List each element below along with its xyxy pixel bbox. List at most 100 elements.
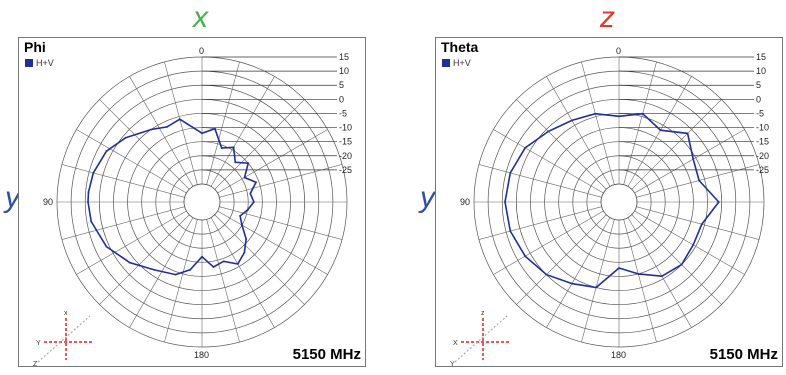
- data-point: [595, 286, 597, 289]
- data-point: [128, 261, 131, 264]
- data-point: [201, 132, 203, 135]
- grid-spoke: [478, 164, 602, 198]
- orient-label-down: Y: [450, 361, 455, 366]
- data-point: [547, 130, 550, 133]
- data-point: [700, 223, 703, 226]
- data-point: [618, 267, 620, 269]
- data-point: [105, 245, 108, 248]
- frequency-label: 5150 MHz: [709, 346, 778, 363]
- series-line-h-v: [504, 112, 720, 289]
- angle-label-left: 90: [43, 197, 53, 207]
- radial-tick-label: -25: [339, 165, 352, 175]
- orient-label-left: Y: [36, 340, 41, 347]
- data-point: [571, 282, 573, 285]
- grid-spoke: [206, 61, 240, 185]
- phi-polar-chart: 15 10 5 0 -5 -10 -15 -20 -25 0 90 180 x Y Z: [33, 46, 352, 366]
- grid-spoke: [581, 219, 615, 343]
- grid-spoke: [129, 217, 194, 328]
- grid-spoke: [214, 99, 305, 190]
- radial-tick-label: 0: [339, 94, 344, 104]
- grid-spoke: [164, 219, 198, 343]
- phi-polar-panel: 15 10 5 0 -5 -10 -15 -20 -25 0 90 180 x Y Z Phi H+V 51…: [18, 37, 366, 367]
- data-point: [124, 136, 127, 139]
- grid-spoke: [219, 206, 343, 240]
- angle-label-bottom: 180: [194, 350, 209, 360]
- grid-spoke: [634, 129, 745, 194]
- legend: H+V: [25, 58, 54, 68]
- grid-spoke: [61, 164, 185, 198]
- radial-tick-label: -5: [339, 108, 347, 118]
- radial-tick-label: -5: [756, 108, 764, 118]
- data-point: [189, 268, 192, 271]
- frequency-label: 5150 MHz: [292, 346, 361, 363]
- legend-label: H+V: [453, 58, 471, 68]
- grid-spoke: [516, 214, 607, 305]
- data-point: [637, 273, 640, 275]
- data-point: [641, 112, 644, 115]
- data-point: [680, 263, 683, 266]
- data-point: [92, 172, 95, 174]
- data-point: [214, 127, 216, 130]
- grid-spoke: [129, 76, 194, 187]
- data-point: [234, 161, 237, 164]
- orient-label-down: Z: [33, 361, 38, 366]
- radial-tick-label: -15: [339, 137, 352, 147]
- data-point: [241, 224, 243, 227]
- grid-spoke: [627, 76, 692, 187]
- radial-tick-label: -15: [756, 137, 769, 147]
- grid-spoke: [634, 210, 745, 275]
- data-point: [571, 119, 573, 122]
- grid-spoke: [631, 214, 722, 305]
- data-point: [150, 128, 153, 131]
- data-point: [243, 251, 246, 254]
- grid-spoke: [214, 214, 305, 305]
- data-point: [253, 201, 255, 203]
- grid-spoke: [76, 210, 187, 275]
- radial-tick-label: 0: [756, 94, 761, 104]
- grid-spoke: [206, 219, 240, 343]
- orientation-axes: x Y Z: [33, 310, 92, 366]
- data-point: [255, 181, 257, 184]
- data-point: [212, 266, 215, 268]
- series-line-h-v: [87, 118, 258, 276]
- orient-axis-diagonal: [454, 315, 508, 363]
- grid-spoke: [493, 129, 604, 194]
- data-point: [87, 201, 89, 203]
- data-point: [504, 201, 506, 203]
- data-point: [178, 118, 181, 121]
- radial-tick-label: 5: [756, 80, 761, 90]
- grid-spoke: [546, 76, 611, 187]
- data-point: [247, 162, 250, 165]
- angle-label-left: 90: [460, 197, 470, 207]
- legend: H+V: [442, 58, 471, 68]
- grid-spoke: [623, 61, 657, 185]
- data-point: [545, 273, 548, 276]
- data-point: [236, 263, 239, 265]
- legend-label: H+V: [36, 58, 54, 68]
- data-point: [245, 238, 248, 240]
- data-point: [618, 115, 620, 118]
- angle-label-bottom: 180: [611, 350, 626, 360]
- data-point: [87, 191, 90, 194]
- data-point: [201, 255, 203, 258]
- data-point: [166, 126, 168, 128]
- grid-spoke: [217, 210, 328, 275]
- grid-spoke: [627, 217, 692, 328]
- grid-spoke: [581, 61, 615, 185]
- radial-tick-label: 10: [756, 66, 766, 76]
- data-point: [105, 150, 108, 153]
- angle-label-top: 0: [616, 46, 621, 56]
- radial-tick-label: -10: [756, 123, 769, 133]
- data-point: [174, 273, 177, 276]
- side-axis-label-y-left: y: [5, 181, 20, 214]
- radial-tick-label: 5: [339, 80, 344, 90]
- data-point: [509, 230, 512, 233]
- grid-spoke: [99, 99, 190, 190]
- grid-spoke: [631, 99, 722, 190]
- legend-swatch: [442, 59, 450, 67]
- orientation-axes: z X Y: [450, 310, 509, 366]
- data-point: [717, 201, 720, 203]
- data-point: [220, 147, 223, 149]
- grid-spoke: [219, 164, 343, 198]
- data-point: [90, 220, 93, 223]
